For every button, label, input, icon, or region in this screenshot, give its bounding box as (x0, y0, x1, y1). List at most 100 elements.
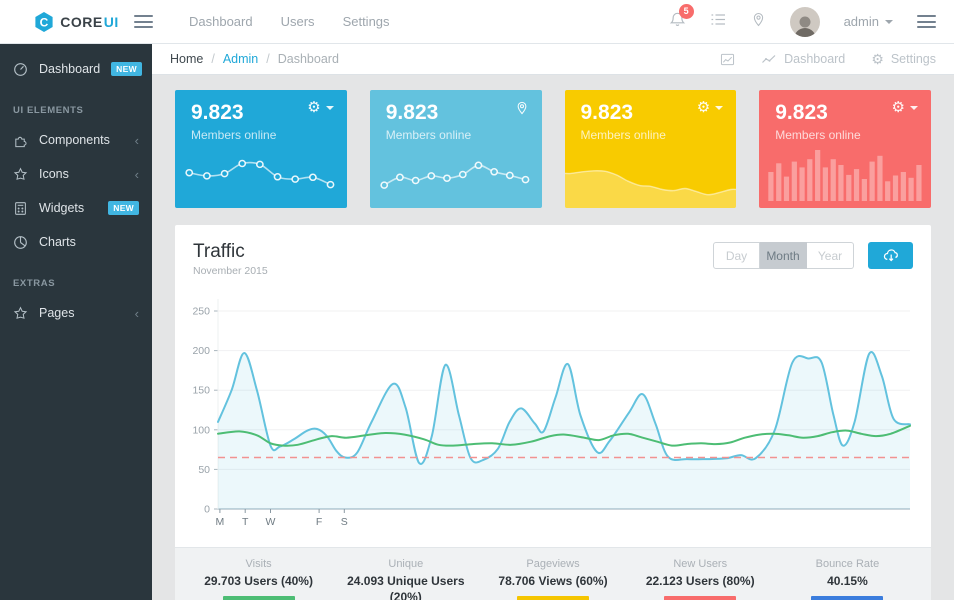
stat-card-members-online-2: 9.823 Members online (370, 90, 542, 208)
breadcrumb-current: Dashboard (278, 52, 339, 66)
progress-bar (223, 596, 295, 600)
sidebar-section-ui-elements: UI ELEMENTS (0, 86, 152, 123)
location-pin-icon[interactable] (751, 11, 766, 33)
breadcrumb-bar: Home / Admin / Dashboard Dashboard ⚙ Set… (152, 44, 954, 75)
stat-label: Pageviews (479, 558, 626, 570)
chevron-down-icon (326, 106, 334, 110)
card-sparkline-chart (183, 140, 337, 198)
gear-icon: ⚙ (892, 100, 905, 115)
main-content: 9.823 Members online ⚙ 9.823 Members onl… (152, 75, 954, 600)
progress-bar (664, 596, 736, 600)
range-button-group: Day Month Year (713, 242, 854, 269)
new-badge: NEW (111, 62, 142, 76)
sidebar-item-label: Components (39, 133, 124, 147)
sidebar-item-widgets[interactable]: Widgets NEW (0, 191, 152, 225)
stat-pageviews: Pageviews 78.706 Views (60%) (479, 556, 626, 600)
stat-card-members-online-1: 9.823 Members online ⚙ (175, 90, 347, 208)
sidebar-section-extras: EXTRAS (0, 259, 152, 296)
chart-panel-button[interactable] (720, 53, 735, 66)
stat-card-value: 9.823 (386, 101, 439, 125)
notifications-count-badge: 5 (679, 4, 694, 19)
sidebar-item-charts[interactable]: Charts (0, 225, 152, 259)
tasks-list-icon[interactable] (710, 12, 727, 32)
chevron-left-icon: ‹ (135, 307, 139, 320)
card-settings-dropdown[interactable]: ⚙ (307, 100, 333, 115)
breadcrumb: Home / Admin / Dashboard (170, 52, 339, 66)
sidebar: Dashboard NEW UI ELEMENTS Components ‹ I… (0, 44, 152, 600)
sidebar-item-label: Icons (39, 167, 124, 181)
traffic-subtitle: November 2015 (193, 265, 268, 277)
stat-card-members-online-4: 9.823 Members online ⚙ (759, 90, 931, 208)
svg-text:T: T (242, 516, 249, 528)
stat-label: Unique (332, 558, 479, 570)
card-settings-dropdown[interactable]: ⚙ (697, 100, 723, 115)
sidebar-item-pages[interactable]: Pages ‹ (0, 296, 152, 330)
svg-text:F: F (316, 516, 322, 528)
gear-icon: ⚙ (697, 100, 710, 115)
stat-card-label: Members online (581, 128, 666, 142)
sidebar-item-label: Widgets (39, 201, 97, 215)
coreui-logo[interactable]: C COREUI (0, 11, 152, 33)
breadcrumb-home[interactable]: Home (170, 52, 203, 66)
location-pin-icon[interactable] (515, 100, 529, 116)
coreui-hexagon-icon: C (33, 11, 55, 33)
speedometer-icon (13, 62, 28, 77)
chevron-left-icon: ‹ (135, 168, 139, 181)
traffic-chart-svg: 050100150200250MTWFS (193, 291, 913, 536)
user-avatar[interactable] (790, 7, 820, 37)
card-settings-dropdown[interactable]: ⚙ (892, 100, 918, 115)
stat-card-members-online-3: 9.823 Members online ⚙ (565, 90, 737, 208)
cloud-download-icon (882, 248, 900, 263)
breadcrumb-action-dashboard[interactable]: Dashboard (761, 52, 845, 66)
chevron-down-icon (910, 106, 918, 110)
star-icon (13, 167, 28, 182)
new-badge: NEW (108, 201, 139, 215)
svg-text:S: S (341, 516, 348, 528)
gear-icon: ⚙ (307, 100, 320, 115)
stat-value: 22.123 Users (80%) (627, 573, 774, 589)
user-menu[interactable]: admin (844, 14, 893, 29)
stat-bounce-rate: Bounce Rate 40.15% (774, 556, 921, 600)
breadcrumb-action-settings[interactable]: ⚙ Settings (871, 52, 936, 66)
stat-value: 78.706 Views (60%) (479, 573, 626, 589)
svg-text:W: W (266, 516, 276, 528)
range-month-button[interactable]: Month (760, 242, 807, 269)
breadcrumb-action-label: Settings (891, 52, 936, 66)
sidebar-item-dashboard[interactable]: Dashboard NEW (0, 52, 152, 86)
breadcrumb-admin[interactable]: Admin (223, 52, 258, 66)
stat-label: Bounce Rate (774, 558, 921, 570)
nav-link-dashboard[interactable]: Dashboard (189, 14, 253, 29)
breadcrumb-separator: / (211, 52, 214, 66)
svg-text:M: M (216, 516, 225, 528)
sidebar-item-icons[interactable]: Icons ‹ (0, 157, 152, 191)
range-year-button[interactable]: Year (807, 242, 854, 269)
stat-card-value: 9.823 (581, 101, 634, 125)
nav-link-users[interactable]: Users (281, 14, 315, 29)
download-button[interactable] (868, 242, 913, 269)
sidebar-toggler-icon[interactable] (134, 15, 153, 28)
svg-text:50: 50 (198, 464, 210, 476)
svg-text:C: C (40, 15, 49, 29)
range-day-button[interactable]: Day (713, 242, 760, 269)
graph-square-icon (720, 53, 735, 66)
svg-text:250: 250 (193, 306, 210, 318)
traffic-panel: Traffic November 2015 Day Month Year (175, 225, 931, 600)
traffic-stats-row: Visits 29.703 Users (40%) Unique 24.093 … (175, 547, 931, 600)
top-nav-links: Dashboard Users Settings (189, 14, 390, 29)
svg-text:100: 100 (193, 424, 210, 436)
trend-icon (761, 53, 777, 65)
notifications-bell-icon[interactable]: 5 (669, 11, 686, 33)
stat-card-label: Members online (775, 128, 860, 142)
svg-text:0: 0 (204, 504, 210, 516)
sidebar-item-label: Charts (39, 235, 139, 249)
card-bar-chart (767, 143, 923, 201)
brand-core-text: CORE (60, 14, 102, 30)
sidebar-item-components[interactable]: Components ‹ (0, 123, 152, 157)
nav-link-settings[interactable]: Settings (343, 14, 390, 29)
puzzle-icon (13, 133, 28, 148)
stat-card-value: 9.823 (775, 101, 828, 125)
card-sparkline-chart (378, 140, 532, 198)
traffic-title: Traffic (193, 241, 268, 263)
stat-unique: Unique 24.093 Unique Users (20%) (332, 556, 479, 600)
aside-toggler-icon[interactable] (917, 15, 936, 28)
